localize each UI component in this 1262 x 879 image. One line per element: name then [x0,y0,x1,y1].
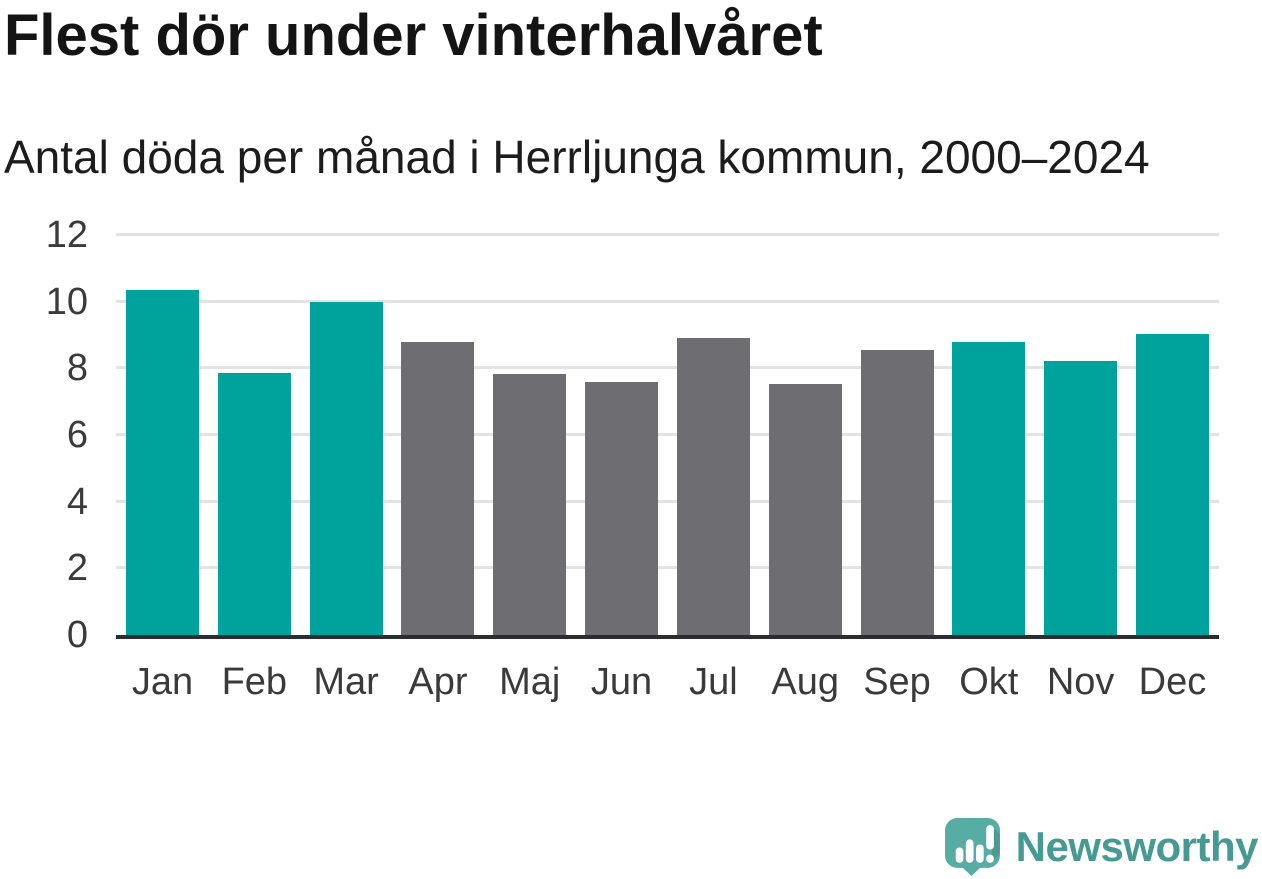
gridline-2 [116,566,1219,570]
y-tick-label-10: 10 [45,280,88,323]
bar-aug [768,384,842,635]
bar-sep [860,349,934,635]
newsworthy-logo-text: Newsworthy [1015,822,1259,870]
y-tick-label-12: 12 [45,214,88,256]
x-tick-label-okt: Okt [959,661,1019,703]
y-tick-label-6: 6 [66,414,88,456]
bar-nov [1044,360,1118,635]
newsworthy-logo: Newsworthy [944,817,1259,876]
x-axis-labels: Jan Feb Mar Apr Maj Jun Jul Aug Sep Okt Nov Dec [116,639,1219,701]
x-tick-label-jun: Jun [590,661,653,703]
x-tick-label-dec: Dec [1138,661,1207,703]
x-tick-label-nov: Nov [1046,661,1115,703]
gridline-12 [116,233,1219,236]
gridline-4 [116,499,1219,503]
y-tick-label-4: 4 [66,480,88,523]
bar-mar [309,301,383,635]
x-tick-label-aug: Aug [771,661,839,703]
x-tick-label-mar: Mar [313,661,379,703]
bar-maj [493,373,567,635]
gridline-6 [116,433,1219,436]
bar-jun [585,382,659,635]
x-tick-label-jan: Jan [131,661,194,703]
plot-area [116,233,1219,639]
bar-jan [126,290,199,635]
chart-subtitle: Antal döda per månad i Herrljunga kommun… [4,131,1150,183]
newsworthy-logo-icon [944,818,1000,876]
bar-group [116,235,1219,635]
gridline-8 [116,366,1219,370]
bar-okt [952,342,1026,635]
gridline-10 [116,299,1219,303]
y-axis-labels: 0 2 4 6 8 10 12 [0,216,88,654]
y-tick-label-8: 8 [66,347,88,390]
x-tick-label-sep: Sep [863,661,931,703]
x-tick-label-feb: Feb [221,661,288,703]
bar-feb [217,372,291,635]
bar-apr [401,342,475,635]
y-tick-label-0: 0 [66,614,88,656]
bar-chart: 0 2 4 6 8 10 12 Jan Feb Mar Apr Maj Jun Jul Aug Sep Okt… [0,216,1262,705]
x-tick-label-maj: Maj [499,661,561,703]
bar-jul [676,338,750,635]
chart-title: Flest dör under vinterhalvåret [4,3,823,68]
bar-dec [1135,333,1209,635]
x-tick-label-jul: Jul [689,661,738,703]
x-tick-label-apr: Apr [408,661,468,703]
y-tick-label-2: 2 [66,547,88,590]
